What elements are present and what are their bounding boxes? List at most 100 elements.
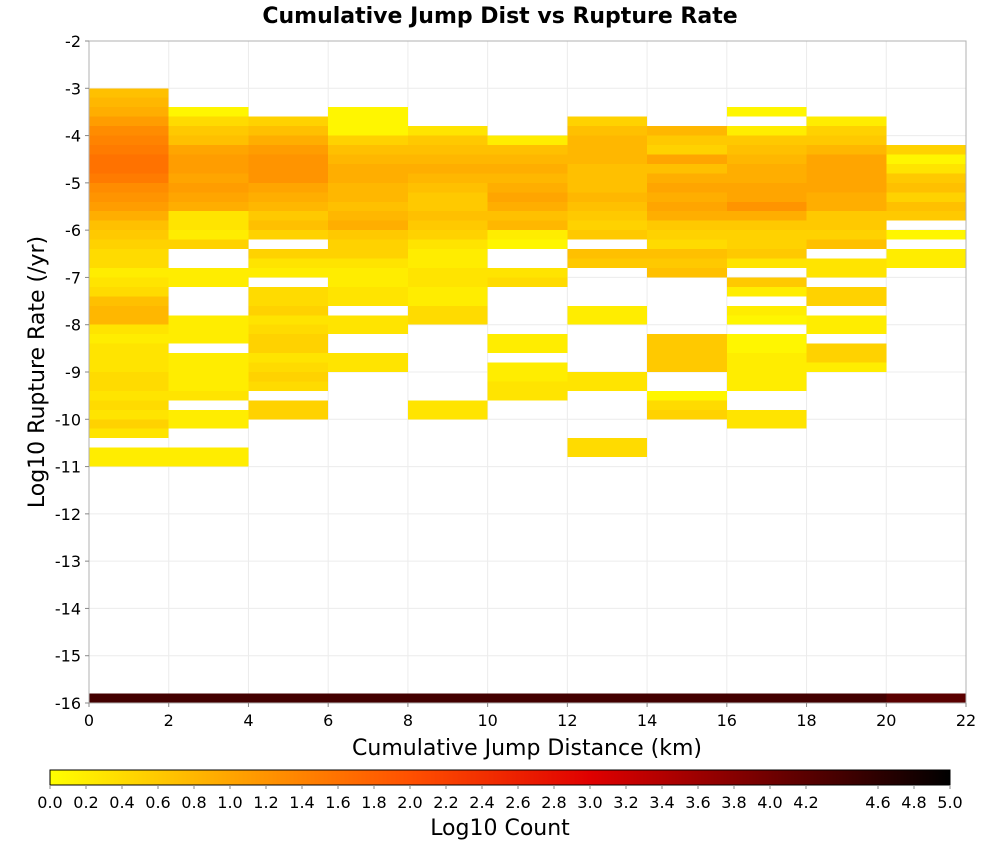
heatmap-cell (806, 173, 887, 183)
heatmap-cell (806, 163, 887, 174)
y-tick-label: -12 (55, 505, 81, 524)
heatmap-cell (886, 693, 966, 703)
heatmap-cell (806, 286, 887, 306)
heatmap-cell (89, 258, 169, 268)
heatmap-cell (328, 693, 408, 703)
heatmap-cell (647, 220, 727, 231)
colorbar-tick-label: 3.6 (685, 793, 710, 812)
heatmap-cell (886, 230, 966, 240)
heatmap-cell (886, 192, 966, 202)
y-tick-label: -6 (65, 221, 81, 240)
heatmap-cell (487, 163, 568, 174)
heatmap-cell (647, 173, 727, 183)
heatmap-cell (328, 353, 408, 363)
heatmap-cell (89, 381, 169, 391)
heatmap-cell (168, 126, 249, 136)
x-axis-ticks: 0 2 4 6 8 10 12 14 16 18 20 22 (84, 703, 976, 730)
y-tick-label: -8 (65, 316, 81, 335)
heatmap-cell (726, 249, 807, 259)
heatmap-cell (567, 693, 648, 703)
heatmap-cell (487, 239, 568, 250)
y-tick-label: -16 (55, 694, 81, 713)
colorbar-tick-label: 4.8 (901, 793, 926, 812)
heatmap-cell (407, 315, 488, 325)
heatmap-cell (328, 154, 408, 164)
colorbar-tick-label: 1.0 (217, 793, 242, 812)
heatmap-cell (487, 173, 568, 183)
heatmap-cell (567, 182, 648, 193)
chart-title: Cumulative Jump Dist vs Rupture Rate (262, 4, 737, 29)
colorbar-tick-label: 0.6 (145, 793, 170, 812)
heatmap-cell (726, 230, 807, 240)
heatmap-cell (328, 163, 408, 174)
heatmap-cell (248, 324, 329, 335)
heatmap-cell (168, 372, 249, 382)
heatmap-cell (806, 230, 887, 240)
heatmap-cell (328, 258, 408, 268)
colorbar-tick-label: 0.4 (109, 793, 134, 812)
heatmap-cell (647, 211, 727, 221)
heatmap-cell (168, 154, 249, 164)
heatmap-cell (328, 239, 408, 250)
heatmap-cell (487, 182, 568, 193)
colorbar-tick-label: 3.4 (649, 793, 674, 812)
heatmap-cell (726, 154, 807, 164)
heatmap-cell (647, 390, 727, 401)
heatmap-cell (726, 145, 807, 155)
heatmap-cell (407, 182, 488, 193)
heatmap-cell (248, 362, 329, 372)
heatmap-cell (487, 277, 568, 287)
heatmap-cell (647, 334, 727, 354)
y-tick-label: -10 (55, 410, 81, 429)
heatmap-cell (248, 116, 329, 127)
heatmap-cell (647, 201, 727, 212)
x-tick-label: 14 (637, 711, 657, 730)
heatmap-cell (328, 220, 408, 231)
heatmap-cell (89, 343, 169, 354)
heatmap-cell (567, 249, 648, 259)
x-tick-label: 18 (796, 711, 816, 730)
heatmap-cell (806, 343, 887, 363)
heatmap-cell (647, 163, 727, 174)
heatmap-cell (726, 353, 807, 391)
colorbar-ticks: 0.0 0.2 0.4 0.6 0.8 1.0 1.2 1.4 1.6 1.8 2.0 2.2 2.4 2… (37, 785, 963, 812)
colorbar-tick-label: 0.2 (73, 793, 98, 812)
heatmap-cell (168, 239, 249, 250)
heatmap-cell (328, 267, 408, 287)
heatmap-cell (248, 353, 329, 363)
heatmap-cell (89, 192, 169, 202)
heatmap-cell (168, 211, 249, 221)
heatmap-cell (248, 145, 329, 155)
heatmap-cell (647, 230, 727, 240)
colorbar-tick-label: 4.2 (793, 793, 818, 812)
heatmap-cell (407, 154, 488, 164)
heatmap-cell (726, 286, 807, 297)
heatmap-cell (886, 145, 966, 155)
heatmap-cell (89, 211, 169, 221)
heatmap-cell (168, 693, 249, 703)
heatmap-cell (567, 116, 648, 127)
heatmap-cell (647, 400, 727, 410)
x-axis-label: Cumulative Jump Distance (km) (352, 736, 702, 761)
heatmap-cell (487, 230, 568, 240)
heatmap-cell (89, 97, 169, 108)
heatmap-cell (89, 372, 169, 382)
heatmap-cell (647, 409, 727, 420)
heatmap-cell (647, 249, 727, 259)
heatmap-cell (567, 438, 648, 458)
heatmap-cell (726, 220, 807, 231)
heatmap-cell (487, 362, 568, 382)
heatmap-cell (567, 154, 648, 164)
heatmap-cell (248, 258, 329, 268)
heatmap-cell (168, 192, 249, 202)
heatmap-cell (168, 135, 249, 146)
heatmap-cell (89, 182, 169, 193)
heatmap-cell (487, 145, 568, 155)
heatmap-cell (407, 201, 488, 212)
heatmap-cell (89, 315, 169, 325)
heatmap-cell (168, 381, 249, 391)
heatmap-cell (248, 286, 329, 306)
heatmap-cell (487, 211, 568, 221)
heatmap-cell (806, 201, 887, 212)
